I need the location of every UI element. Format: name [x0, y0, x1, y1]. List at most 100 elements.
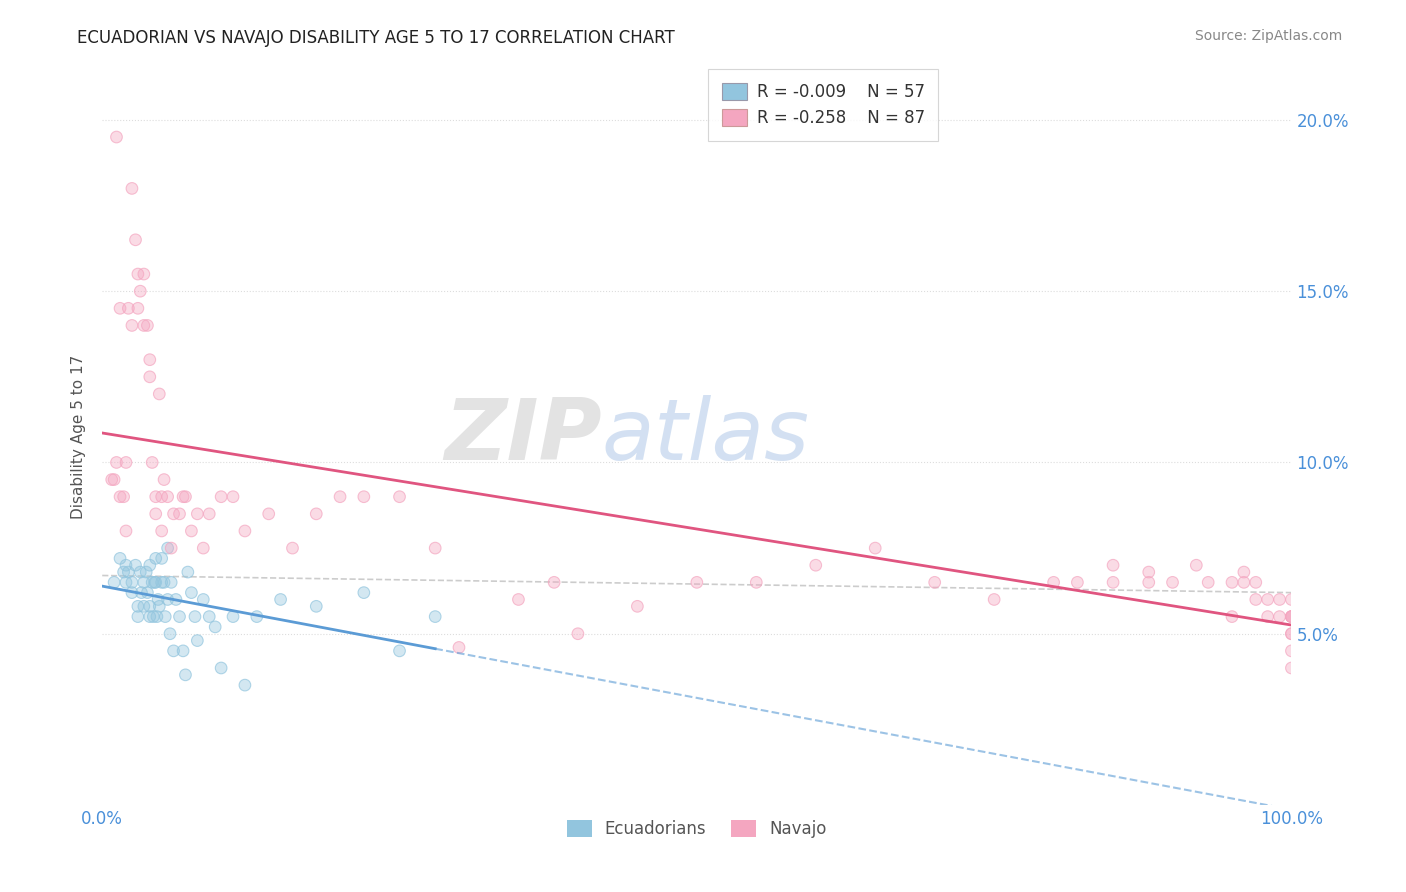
Point	[1281, 626, 1303, 640]
Point	[117, 301, 139, 316]
Point	[139, 609, 162, 624]
Point	[209, 661, 232, 675]
Point	[112, 490, 135, 504]
Point	[983, 592, 1005, 607]
Point	[115, 455, 138, 469]
Point	[1220, 609, 1243, 624]
Point	[141, 455, 163, 469]
Point	[132, 267, 155, 281]
Point	[863, 541, 886, 555]
Point	[131, 585, 153, 599]
Point	[233, 524, 256, 538]
Point	[1257, 609, 1279, 624]
Point	[1161, 575, 1184, 590]
Point	[1102, 575, 1125, 590]
Point	[127, 609, 149, 624]
Point	[121, 318, 143, 333]
Point	[117, 565, 139, 579]
Point	[193, 592, 215, 607]
Point	[129, 284, 152, 298]
Point	[1257, 609, 1279, 624]
Point	[165, 592, 187, 607]
Point	[1042, 575, 1064, 590]
Point	[281, 541, 304, 555]
Point	[1281, 626, 1303, 640]
Point	[186, 633, 208, 648]
Point	[146, 592, 169, 607]
Point	[139, 369, 162, 384]
Point	[169, 507, 191, 521]
Point	[142, 609, 165, 624]
Point	[108, 551, 131, 566]
Point	[117, 301, 139, 316]
Point	[425, 609, 447, 624]
Point	[156, 592, 179, 607]
Point	[174, 668, 197, 682]
Point	[127, 301, 149, 316]
Point	[169, 507, 191, 521]
Point	[115, 455, 138, 469]
Point	[246, 609, 269, 624]
Point	[132, 318, 155, 333]
Point	[1042, 575, 1064, 590]
Point	[145, 507, 167, 521]
Point	[804, 558, 827, 573]
Point	[121, 585, 143, 599]
Point	[105, 455, 128, 469]
Point	[121, 181, 143, 195]
Point	[233, 678, 256, 692]
Point	[115, 558, 138, 573]
Point	[148, 387, 170, 401]
Point	[1137, 575, 1160, 590]
Point	[567, 626, 589, 640]
Point	[193, 592, 215, 607]
Point	[1233, 565, 1256, 579]
Point	[270, 592, 292, 607]
Point	[132, 575, 155, 590]
Point	[198, 609, 221, 624]
Point	[121, 318, 143, 333]
Point	[1281, 626, 1303, 640]
Point	[1137, 565, 1160, 579]
Point	[115, 575, 138, 590]
Point	[246, 609, 269, 624]
Point	[1281, 609, 1303, 624]
Point	[1257, 592, 1279, 607]
Point	[156, 592, 179, 607]
Point	[222, 490, 245, 504]
Point	[156, 490, 179, 504]
Point	[686, 575, 709, 590]
Point	[143, 575, 166, 590]
Point	[233, 524, 256, 538]
Point	[1257, 592, 1279, 607]
Point	[1281, 609, 1303, 624]
Point	[127, 267, 149, 281]
Point	[204, 620, 226, 634]
Point	[1281, 626, 1303, 640]
Point	[108, 551, 131, 566]
Point	[198, 609, 221, 624]
Point	[1281, 609, 1303, 624]
Point	[136, 585, 159, 599]
Point	[139, 352, 162, 367]
Point	[1102, 575, 1125, 590]
Point	[425, 609, 447, 624]
Point	[121, 575, 143, 590]
Point	[1197, 575, 1219, 590]
Point	[124, 558, 146, 573]
Point	[103, 575, 125, 590]
Point	[162, 644, 184, 658]
Point	[388, 644, 411, 658]
Point	[1220, 575, 1243, 590]
Point	[108, 301, 131, 316]
Point	[543, 575, 565, 590]
Point	[508, 592, 530, 607]
Point	[117, 565, 139, 579]
Point	[132, 599, 155, 614]
Point	[804, 558, 827, 573]
Point	[174, 490, 197, 504]
Point	[145, 551, 167, 566]
Point	[1281, 609, 1303, 624]
Point	[145, 575, 167, 590]
Point	[425, 541, 447, 555]
